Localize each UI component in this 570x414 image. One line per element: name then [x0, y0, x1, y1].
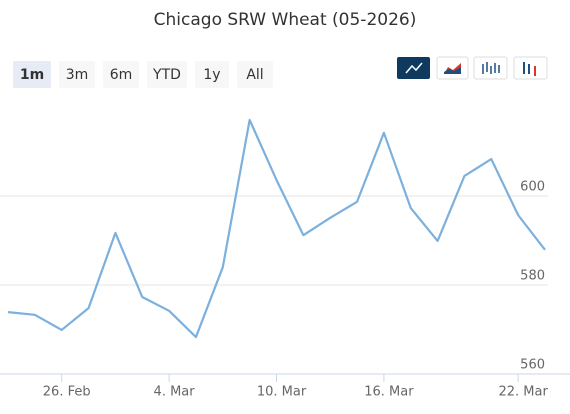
range-button[interactable] [237, 61, 273, 88]
range-button[interactable] [59, 61, 95, 88]
range-button[interactable] [103, 61, 139, 88]
range-button-label: 1y [203, 67, 220, 83]
x-tick-label: 10. Mar [257, 385, 307, 400]
range-button-label: All [246, 67, 263, 83]
y-tick-label: 600 [520, 180, 545, 195]
x-tick-label: 16. Mar [364, 385, 414, 400]
price-line [7, 118, 546, 339]
range-button-label: 6m [110, 67, 133, 83]
range-button[interactable] [195, 61, 229, 88]
x-tick-label: 4. Mar [154, 385, 196, 400]
range-button[interactable] [147, 61, 187, 88]
x-tick-label: 26. Feb [43, 385, 91, 400]
x-tick-label: 22. Mar [498, 385, 548, 400]
y-tick-label: 560 [520, 358, 545, 373]
area-icon[interactable] [436, 56, 469, 80]
candle-icon[interactable] [513, 56, 548, 80]
range-button-label: 1m [20, 67, 44, 83]
y-tick-label: 580 [520, 269, 545, 284]
range-button-label: YTD [152, 67, 181, 83]
chart-title: Chicago SRW Wheat (05-2026) [154, 10, 417, 30]
chart-type-icons [397, 56, 548, 80]
range-button[interactable] [13, 61, 51, 88]
range-button-label: 3m [66, 67, 89, 83]
